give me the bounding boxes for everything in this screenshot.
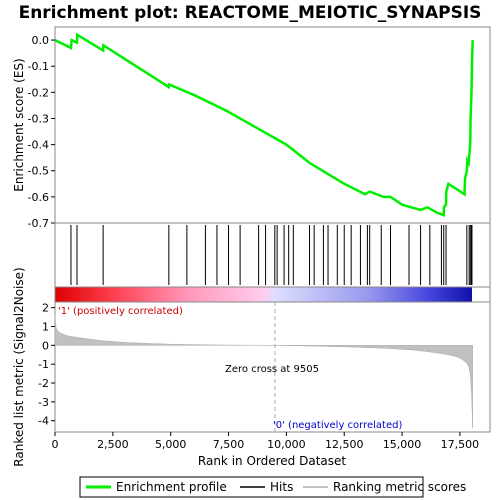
rank-colorbar	[54, 286, 491, 303]
hits-panel-frame	[54, 222, 491, 288]
x-axis-ticks: 0 2,500 5,000 7,500 10,000 12,500 15,000 17,500	[52, 432, 480, 451]
es-panel: 0.0 -0.1 -0.2 -0.3 -0.4 -0.5 -0.6 -0.7	[28, 26, 491, 230]
chart-title: Enrichment plot: REACTOME_MEIOTIC_SYNAPS…	[19, 3, 482, 23]
es-ylabel: Enrichment score (ES)	[12, 58, 26, 191]
x-axis-label: Rank in Ordered Dataset	[198, 454, 346, 468]
es-ytick-label: -0.5	[28, 165, 49, 178]
metric-ytick-label: 2	[42, 302, 49, 315]
x-tick-label: 7,500	[213, 438, 245, 451]
ranking-metric-area	[54, 315, 473, 429]
enrichment-profile-line	[54, 32, 474, 217]
legend-hits-label: Hits	[270, 480, 293, 494]
metric-panel: 210-1-2-3-4 '1' (positively correlated) …	[38, 301, 491, 433]
x-tick-label: 2,500	[97, 438, 129, 451]
metric-ytick-label: -2	[38, 377, 49, 390]
x-tick-label: 5,000	[155, 438, 187, 451]
es-ytick-label: -0.1	[28, 60, 49, 73]
legend-ranking-label: Ranking metric scores	[333, 480, 466, 494]
es-ytick-label: -0.7	[28, 217, 49, 230]
es-ytick-label: -0.6	[28, 191, 49, 204]
positive-annotation: '1' (positively correlated)	[58, 306, 183, 317]
metric-ytick-label: -1	[38, 358, 49, 371]
x-tick-label: 0	[52, 438, 59, 451]
legend: Enrichment profile Hits Ranking metric s…	[79, 476, 466, 498]
metric-y-ticks: 2 1 0 -1 -2 -3 -4	[38, 302, 55, 428]
es-ytick-label: -0.4	[28, 139, 49, 152]
es-ytick-label: -0.2	[28, 86, 49, 99]
metric-ytick-label: 0	[42, 339, 49, 352]
metric-ytick-label: 1	[42, 320, 49, 333]
zero-cross-annotation: Zero cross at 9505	[225, 364, 319, 375]
es-ytick-label: -0.3	[28, 112, 49, 125]
metric-ytick-label: -3	[38, 396, 49, 409]
negative-annotation: '0' (negatively correlated)	[273, 420, 402, 431]
metric-panel-frame	[54, 301, 491, 433]
x-tick-label: 12,500	[325, 438, 364, 451]
hits-panel	[54, 222, 491, 288]
metric-ytick-label: -4	[38, 415, 49, 428]
x-tick-label: 10,000	[267, 438, 306, 451]
es-y-ticks: 0.0 -0.1 -0.2 -0.3 -0.4 -0.5 -0.6 -0.7	[28, 34, 55, 230]
legend-enrichment-label: Enrichment profile	[116, 480, 227, 494]
metric-ylabel: Ranked list metric (Signal2Noise)	[12, 267, 26, 466]
hit-lines	[70, 225, 473, 285]
rank-colorbar-strip	[55, 287, 472, 302]
x-tick-label: 15,000	[383, 438, 422, 451]
x-tick-label: 17,500	[441, 438, 480, 451]
es-ytick-label: 0.0	[32, 34, 50, 47]
